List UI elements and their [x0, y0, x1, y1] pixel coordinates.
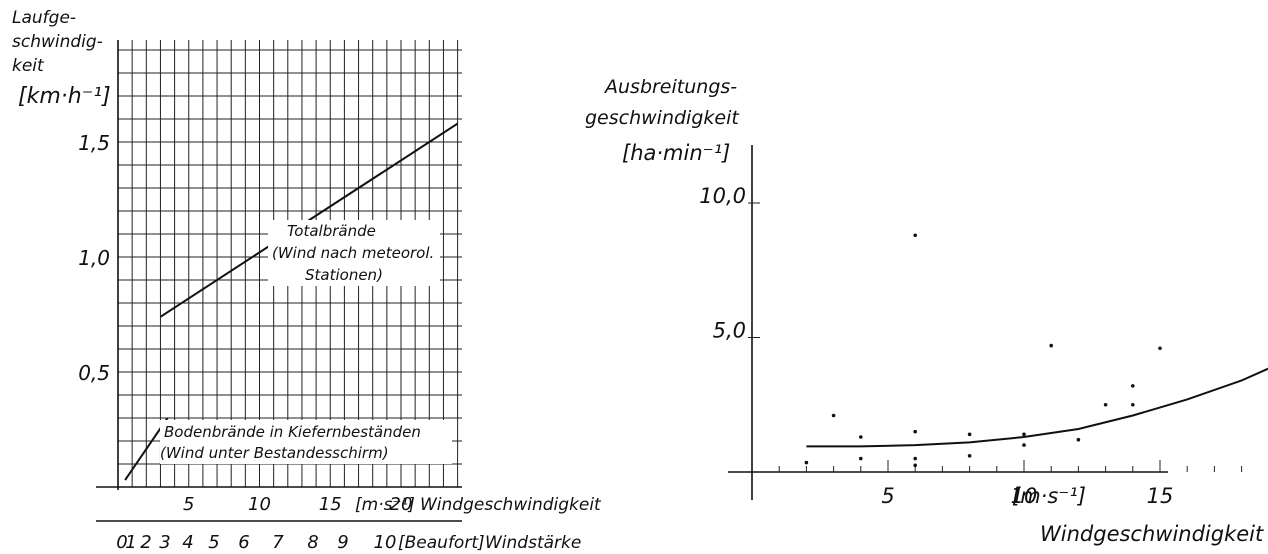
- scatter-point: [913, 463, 917, 468]
- left-beaufort-tick-label: 5: [208, 532, 219, 553]
- scatter-point: [1022, 432, 1026, 437]
- scatter-point: [1076, 437, 1081, 442]
- left-windspeed-tick-label: 5: [183, 494, 194, 515]
- right-x-unit: [m·s⁻¹]: [1012, 484, 1086, 508]
- left-windspeed-label: Windgeschwindigkeit: [420, 495, 602, 515]
- left-y-tick-label: 1,5: [78, 131, 110, 155]
- left-ylabel-line-1: Laufge-: [12, 8, 76, 28]
- left-beaufort-label: Windstärke: [485, 533, 581, 553]
- series-label-bodenbraende-line-1: Bodenbrände in Kiefernbeständen: [164, 423, 421, 441]
- right-y-tick-label: 5,0: [713, 319, 746, 343]
- left-beaufort-tick-label: 9: [337, 532, 348, 553]
- right-trend-curve: [806, 367, 1268, 448]
- left-beaufort-tick-label: 3: [159, 532, 170, 553]
- left-y-tick-label: 1,0: [78, 246, 110, 270]
- scatter-point: [913, 456, 917, 461]
- scatter-point: [913, 429, 917, 434]
- right-scatter-points: [804, 233, 1162, 468]
- left-beaufort-tick-label: 6: [238, 532, 249, 553]
- series-label-bodenbraende: Bodenbrände in Kiefernbeständen (Wind un…: [160, 420, 452, 464]
- scatter-point: [1049, 343, 1053, 348]
- left-windspeed-tick-label: 15: [319, 494, 342, 515]
- scatter-point: [1103, 402, 1108, 407]
- left-beaufort-unit: [Beaufort]: [398, 533, 485, 553]
- series-label-totalbraende-line-3: Stationen): [305, 266, 383, 284]
- scatter-point: [859, 456, 863, 461]
- left-beaufort-tick-label: 0: [116, 532, 127, 553]
- right-y-tick-label: 10,0: [699, 184, 746, 208]
- scatter-point: [913, 233, 917, 238]
- scatter-point: [967, 454, 972, 458]
- scatter-point: [831, 413, 836, 418]
- scatter-point: [1131, 384, 1135, 388]
- scatter-point: [1131, 402, 1135, 407]
- left-ylabel-unit: [km·h⁻¹]: [18, 84, 111, 109]
- right-ylabel-line-1: Ausbreitungs-: [603, 76, 737, 98]
- scatter-point: [804, 460, 809, 465]
- left-beaufort-tick-labels: 01 2 3 4 5 6 7 8 9 10: [116, 532, 396, 553]
- scatter-point: [967, 432, 972, 437]
- right-ylabel-line-2: geschwindigkeit: [585, 107, 740, 129]
- left-beaufort-tick-label: 8: [307, 532, 318, 553]
- right-x-tick-label: 5: [881, 484, 894, 508]
- left-windspeed-tick-labels: 5 10 15 20: [183, 494, 412, 515]
- left-chart: Laufge- schwindig- keit [km·h⁻¹] 1,5 1,0 0…: [12, 8, 602, 553]
- scatter-point: [859, 435, 863, 439]
- left-beaufort-tick-label: 1: [125, 532, 136, 553]
- scatter-point: [1158, 346, 1162, 351]
- left-y-tick-labels: 1,5 1,0 0,5: [78, 131, 110, 385]
- left-windspeed-tick-label: 20: [390, 494, 413, 515]
- right-x-tick-label: 10: [1011, 484, 1038, 508]
- right-ylabel-unit: [ha·min⁻¹]: [622, 141, 730, 165]
- right-y-tick-labels: 10,0 5,0: [699, 184, 760, 343]
- left-y-tick-label: 0,5: [78, 361, 110, 385]
- series-label-background: [160, 420, 452, 464]
- right-x-tick-label: 15: [1147, 484, 1174, 508]
- left-ylabel-line-3: keit: [12, 56, 45, 76]
- left-windspeed-unit: [m·s⁻¹]: [355, 495, 415, 515]
- right-xlabel: Windgeschwindigkeit: [1040, 522, 1264, 546]
- left-beaufort-tick-label: 10: [374, 532, 397, 553]
- series-label-totalbraende: Totalbrände (Wind nach meteorol. Station…: [268, 220, 440, 286]
- right-chart: Ausbreitungs- geschwindigkeit [ha·min⁻¹]…: [585, 76, 1268, 546]
- series-label-totalbraende-line-2: (Wind nach meteorol.: [272, 244, 434, 262]
- series-label-bodenbraende-line-2: (Wind unter Bestandesschirm): [160, 444, 389, 462]
- left-beaufort-tick-label: 2: [140, 532, 151, 553]
- left-beaufort-tick-label: 4: [182, 532, 193, 553]
- left-ylabel-line-2: schwindig-: [12, 32, 103, 52]
- series-label-totalbraende-line-1: Totalbrände: [287, 222, 376, 240]
- left-windspeed-tick-label: 10: [248, 494, 271, 515]
- left-beaufort-tick-label: 7: [272, 532, 284, 553]
- series-label-background: [268, 220, 440, 286]
- scatter-point: [1022, 443, 1026, 447]
